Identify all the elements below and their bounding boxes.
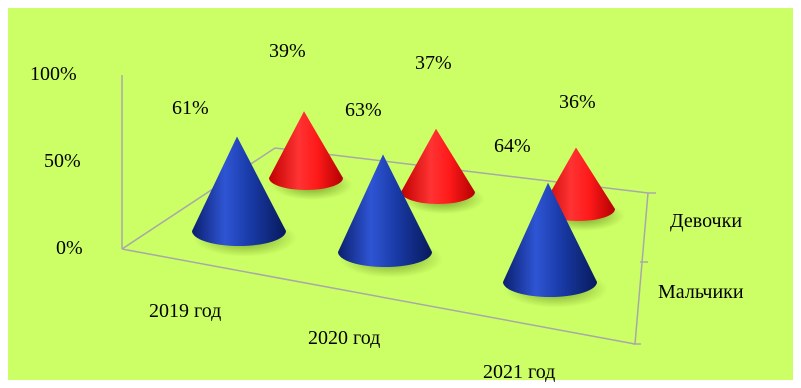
- cone-boys: [503, 182, 608, 308]
- z-axis-label-girls: Девочки: [670, 210, 742, 232]
- cone-body: [401, 128, 475, 204]
- data-label-girls: 36%: [559, 91, 596, 113]
- cone-body: [541, 147, 615, 221]
- cone-body: [338, 154, 432, 267]
- category-label: 2021 год: [483, 361, 555, 383]
- data-label-boys: 61%: [172, 97, 209, 119]
- cone-body: [503, 182, 597, 297]
- cone-girls: [269, 111, 353, 200]
- y-tick-label: 100%: [30, 63, 77, 85]
- cone-boys: [338, 154, 443, 278]
- data-label-boys: 64%: [494, 135, 531, 157]
- cones-layer: [192, 111, 625, 308]
- depth-axis-line: [634, 192, 649, 345]
- y-tick-label: 0%: [56, 237, 83, 259]
- cone-girls: [401, 128, 485, 214]
- y-tick-label: 50%: [44, 150, 81, 172]
- category-label: 2019 год: [149, 300, 221, 322]
- data-label-girls: 39%: [269, 40, 306, 62]
- category-label: 2020 год: [308, 327, 380, 349]
- cone-boys: [192, 136, 297, 257]
- cone-body: [192, 136, 286, 246]
- z-axis-label-boys: Мальчики: [658, 281, 744, 303]
- x-axis-line: [121, 248, 636, 345]
- data-label-boys: 63%: [345, 99, 382, 121]
- cone-body: [269, 111, 343, 190]
- data-label-girls: 37%: [415, 52, 452, 74]
